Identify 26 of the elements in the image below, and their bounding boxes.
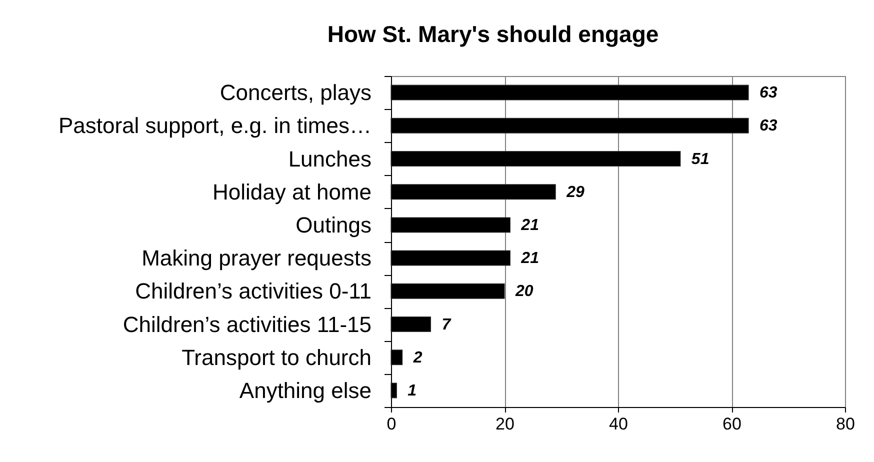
data-label: 63	[760, 84, 778, 102]
data-label: 21	[520, 250, 540, 268]
data-label: 1	[408, 382, 417, 400]
x-tick-label: 0	[386, 414, 396, 434]
data-label: 51	[691, 150, 710, 168]
y-tick-label: Concerts, plays	[220, 80, 372, 106]
data-label: 63	[760, 118, 778, 135]
x-tick-label: 40	[609, 414, 628, 434]
y-tick-label: Pastoral support, e.g. in times…	[58, 113, 372, 138]
y-tick-label: Children’s activities 0-11	[135, 278, 372, 304]
y-tick-label: Lunches	[288, 146, 372, 172]
y-tick-label: Children’s activities 11-15	[122, 312, 372, 337]
y-tick-label: Holiday at home	[212, 179, 372, 204]
x-tick-label: 20	[496, 414, 514, 434]
x-tick-label: 80	[836, 414, 855, 434]
x-tick-label: 60	[722, 414, 742, 434]
y-tick-label: Transport to church	[182, 344, 372, 370]
data-label: 2	[412, 349, 422, 366]
y-tick-label: Making prayer requests	[142, 246, 372, 271]
data-label: 29	[566, 184, 584, 201]
y-tick-label: Anything else	[239, 378, 372, 403]
data-label: 20	[514, 283, 534, 300]
data-label: 21	[520, 216, 540, 234]
chart-title: How St. Mary's should engage	[327, 21, 659, 47]
data-label: 7	[442, 316, 452, 334]
y-tick-label: Outings	[296, 212, 372, 238]
